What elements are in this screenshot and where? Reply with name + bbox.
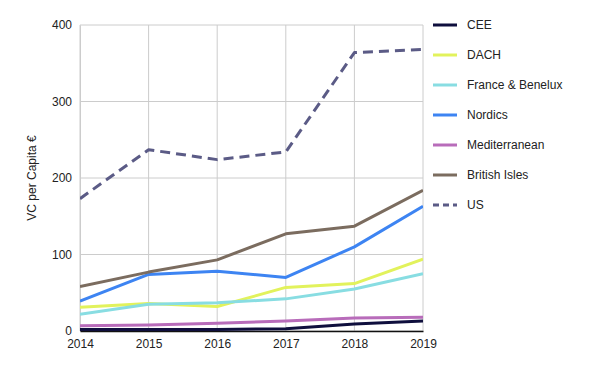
legend: CEE DACH France & Benelux Nordics Mediterran… — [433, 18, 562, 212]
legend-label: CEE — [467, 18, 492, 32]
x-tick: 2014 — [67, 331, 94, 351]
lines — [80, 49, 423, 329]
series-line — [80, 317, 423, 325]
y-tick: 100 — [52, 248, 80, 262]
x-tick-label: 2017 — [273, 337, 300, 351]
x-tick-label: 2014 — [67, 337, 94, 351]
x-axis-line — [81, 331, 424, 333]
legend-label: US — [467, 198, 484, 212]
legend-item: British Isles — [433, 168, 528, 182]
x-axis: 2014 2015 2016 2017 2018 2019 — [67, 331, 437, 351]
grid — [80, 25, 423, 331]
series-line — [80, 206, 423, 301]
grid-line — [354, 25, 355, 331]
legend-swatch — [433, 24, 457, 27]
legend-item: US — [433, 198, 484, 212]
x-tick-label: 2016 — [204, 337, 231, 351]
legend-label: Mediterranean — [467, 138, 544, 152]
grid-line — [148, 25, 149, 331]
legend-swatch — [433, 84, 457, 87]
grid-line — [80, 254, 423, 255]
y-tick: 300 — [52, 95, 80, 109]
y-tick: 200 — [52, 171, 80, 185]
grid-line — [285, 25, 286, 331]
grid-line — [217, 25, 218, 331]
y-axis-title: VC per Capita € — [25, 135, 39, 221]
x-tick-label: 2019 — [410, 337, 437, 351]
legend-swatch — [433, 54, 457, 57]
legend-item: Mediterranean — [433, 138, 544, 152]
plot: 0100200300400201420152016201720182019 — [52, 18, 437, 350]
legend-item: CEE — [433, 18, 492, 32]
y-tick: 400 — [52, 18, 80, 32]
x-tick: 2019 — [410, 331, 437, 351]
grid-line — [80, 101, 423, 102]
grid-line — [423, 25, 424, 331]
y-tick-label: 400 — [52, 18, 72, 32]
series-line — [80, 49, 423, 198]
legend-item: Nordics — [433, 108, 508, 122]
legend-label: Nordics — [467, 108, 508, 122]
legend-label: France & Benelux — [467, 78, 562, 92]
grid-line — [80, 25, 423, 26]
x-tick: 2018 — [342, 331, 369, 351]
legend-swatch — [433, 174, 457, 177]
legend-label: British Isles — [467, 168, 528, 182]
grid-line — [80, 178, 423, 179]
legend-label: DACH — [467, 48, 501, 62]
legend-swatch — [433, 204, 457, 207]
x-tick-label: 2015 — [136, 337, 163, 351]
y-axis: 0100200300400 — [52, 18, 81, 338]
series-line — [80, 190, 423, 286]
legend-swatch — [433, 144, 457, 147]
legend-swatch — [433, 114, 457, 117]
y-tick-label: 300 — [52, 95, 72, 109]
y-tick-label: 200 — [52, 171, 72, 185]
x-tick-label: 2018 — [342, 337, 369, 351]
x-tick: 2015 — [136, 331, 163, 351]
legend-item: France & Benelux — [433, 78, 562, 92]
chart: 0100200300400201420152016201720182019VC … — [0, 0, 600, 371]
x-tick: 2017 — [273, 331, 300, 351]
legend-item: DACH — [433, 48, 501, 62]
x-tick: 2016 — [204, 331, 231, 351]
y-tick-label: 100 — [52, 248, 72, 262]
